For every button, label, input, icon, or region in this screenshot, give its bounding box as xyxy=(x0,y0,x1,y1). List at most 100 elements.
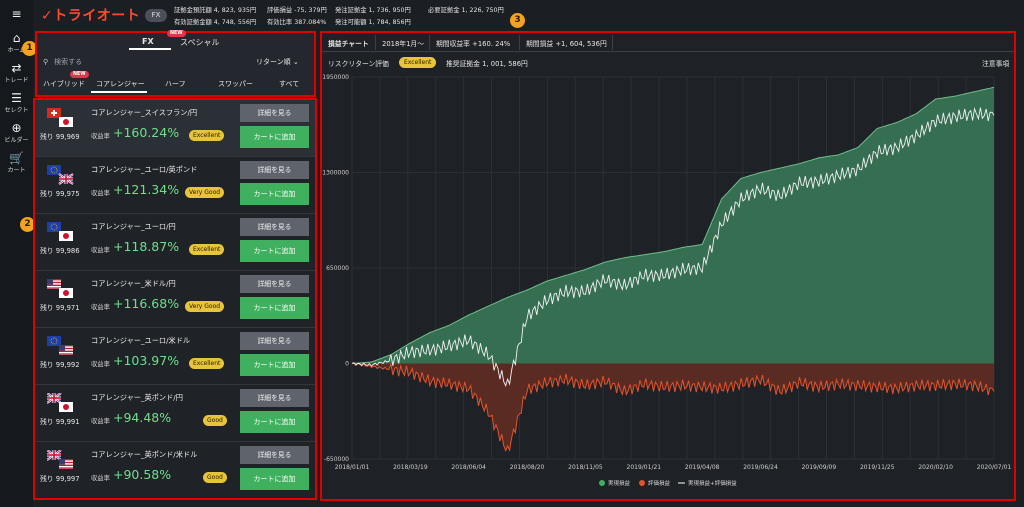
currency-pair-flag-icon xyxy=(47,450,73,469)
risk-row: リスクリターン評価 Excellent 推奨証拠金 1, 001, 586円 注… xyxy=(322,54,1014,71)
stat-effective-margin: 有効証拠金額 4, 748, 556円 xyxy=(174,19,257,26)
nav-trade-label: トレード xyxy=(4,77,29,84)
grade-badge: Good xyxy=(203,472,227,483)
return-label: 収益率 xyxy=(91,475,110,482)
add-to-cart-button[interactable]: カートに追加 xyxy=(240,183,309,205)
tab-special[interactable]: スペシャル xyxy=(180,38,220,47)
detail-button[interactable]: 詳細を見る xyxy=(240,389,309,407)
notes-link[interactable]: 注意事項 xyxy=(982,60,1010,68)
builder-icon: ⊕ xyxy=(11,121,22,135)
stat-deposit: 証拠金預託額 4, 823, 935円 xyxy=(174,7,257,14)
nav-menu[interactable]: ≡ xyxy=(0,8,33,21)
nav-select[interactable]: ☰ セレクト xyxy=(0,91,33,115)
nav-builder[interactable]: ⊕ ビルダー xyxy=(0,121,33,145)
trade-icon: ⇄ xyxy=(11,61,22,75)
recommended-margin: 推奨証拠金 1, 001, 586円 xyxy=(446,60,528,68)
logo[interactable]: ✓トライオート xyxy=(41,5,140,25)
filter-panel: FX NEW スペシャル ⚲ 検索する リターン順 ⌄ NEW ハイブリッド コア… xyxy=(35,30,316,97)
strategy-row[interactable]: 残り 99,975 コアレンジャー_ユーロ/英ポンド 収益率 +121.34% Very… xyxy=(35,157,315,214)
x-tick-label: 2018/11/05 xyxy=(568,464,603,471)
detail-button[interactable]: 詳細を見る xyxy=(240,332,309,350)
detail-button[interactable]: 詳細を見る xyxy=(240,161,309,179)
nav-cart[interactable]: 🛒 カート xyxy=(0,151,33,175)
nav-cart-label: カート xyxy=(7,167,26,174)
add-to-cart-button[interactable]: カートに追加 xyxy=(240,126,309,148)
add-to-cart-button[interactable]: カートに追加 xyxy=(240,240,309,262)
return-value: +116.68% xyxy=(113,296,180,311)
tab-fx[interactable]: FX xyxy=(142,37,154,46)
category-underline xyxy=(91,91,147,93)
tab-period[interactable]: 2018年1月〜 xyxy=(382,40,425,48)
return-value: +94.48% xyxy=(113,410,172,425)
cart-icon: 🛒 xyxy=(9,151,24,165)
strategy-name[interactable]: コアレンジャー_ユーロ/円 xyxy=(91,222,176,231)
strategy-row[interactable]: 残り 99,992 コアレンジャー_ユーロ/米ドル 収益率 +103.97% Excel… xyxy=(35,328,315,385)
add-to-cart-button[interactable]: カートに追加 xyxy=(240,297,309,319)
search-icon: ⚲ xyxy=(43,58,49,66)
category-hybrid[interactable]: ハイブリッド xyxy=(43,80,85,88)
pl-chart: -650000 0 650000 1300000 1950000 2018/01/01 20… xyxy=(322,74,1012,487)
strategy-row[interactable]: 残り 99,971 コアレンジャー_米ドル/円 収益率 +116.68% Very Go… xyxy=(35,271,315,328)
grade-badge: Very Good xyxy=(185,187,225,198)
realized-series-area xyxy=(352,87,994,364)
strategy-name[interactable]: コアレンジャー_英ポンド/円 xyxy=(91,393,183,402)
currency-pair-flag-icon xyxy=(47,336,73,355)
tab-pl-chart[interactable]: 損益チャート xyxy=(328,40,369,48)
nav-home[interactable]: ⌂ ホーム xyxy=(0,32,33,55)
top-bar: ✓トライオート FX 証拠金預託額 4, 823, 935円 評価損益 -75,… xyxy=(33,0,1024,30)
sort-dropdown[interactable]: リターン順 ⌄ xyxy=(256,57,299,67)
detail-button[interactable]: 詳細を見る xyxy=(240,104,309,122)
category-all[interactable]: すべて xyxy=(279,80,300,88)
select-icon: ☰ xyxy=(11,91,22,105)
strategy-row[interactable]: 残り 99,997 コアレンジャー_英ポンド/米ドル 収益率 +90.58% Good 詳… xyxy=(35,442,315,498)
category-half[interactable]: ハーフ xyxy=(165,80,186,88)
grade-badge: Excellent xyxy=(189,130,225,141)
grade-badge: Very Good xyxy=(185,301,225,312)
remaining-count: 残り 99,986 xyxy=(40,247,80,255)
strategy-name[interactable]: コアレンジャー_ユーロ/米ドル xyxy=(91,336,191,345)
strategy-row[interactable]: 残り 99,986 コアレンジャー_ユーロ/円 収益率 +118.87% Excelle… xyxy=(35,214,315,271)
nav-trade[interactable]: ⇄ トレード xyxy=(0,61,33,85)
detail-panel: 損益チャート 2018年1月〜 期間収益率 +160. 24% 期間損益 +1,… xyxy=(320,31,1016,501)
add-to-cart-button[interactable]: カートに追加 xyxy=(240,468,309,490)
remaining-count: 残り 99,997 xyxy=(40,475,80,483)
legend-swatch xyxy=(599,480,605,486)
x-tick-label: 2019/04/08 xyxy=(685,464,720,471)
nav-builder-label: ビルダー xyxy=(4,137,29,144)
fx-mode-pill[interactable]: FX xyxy=(145,9,167,22)
return-label: 収益率 xyxy=(91,247,110,254)
detail-button[interactable]: 詳細を見る xyxy=(240,275,309,293)
strategy-row[interactable]: 残り 99,991 コアレンジャー_英ポンド/円 収益率 +94.48% Good 詳細を… xyxy=(35,385,315,442)
currency-pair-flag-icon xyxy=(47,165,74,185)
detail-button[interactable]: 詳細を見る xyxy=(240,218,309,236)
remaining-count: 残り 99,992 xyxy=(40,361,80,369)
legend-swatch xyxy=(639,480,645,486)
return-label: 収益率 xyxy=(91,133,110,140)
menu-icon: ≡ xyxy=(11,7,22,21)
period-return: 期間収益率 +160. 24% xyxy=(436,40,511,48)
strategy-name[interactable]: コアレンジャー_ユーロ/英ポンド xyxy=(91,165,198,174)
category-swapper[interactable]: スワッパー xyxy=(218,80,253,88)
remaining-count: 残り 99,991 xyxy=(40,418,80,426)
strategy-name[interactable]: コアレンジャー_米ドル/円 xyxy=(91,279,176,288)
x-tick-label: 2019/06/24 xyxy=(743,464,778,471)
search-field[interactable]: ⚲ 検索する xyxy=(43,57,82,67)
x-tick-label: 2020/07/01 xyxy=(977,464,1012,471)
left-nav: ≡ ⌂ ホーム ⇄ トレード ☰ セレクト ⊕ ビルダー 🛒 カート xyxy=(0,0,33,507)
nav-home-label: ホーム xyxy=(7,47,26,54)
add-to-cart-button[interactable]: カートに追加 xyxy=(240,411,309,433)
new-badge-hybrid: NEW xyxy=(70,71,89,78)
return-value: +103.97% xyxy=(113,353,180,368)
strategy-name[interactable]: コアレンジャー_英ポンド/米ドル xyxy=(91,450,198,459)
strategy-name[interactable]: コアレンジャー_スイスフラン/円 xyxy=(91,108,198,117)
category-core-ranger[interactable]: コアレンジャー xyxy=(96,80,145,88)
logo-check-icon: ✓ xyxy=(41,8,54,24)
tab-divider xyxy=(375,35,376,50)
detail-button[interactable]: 詳細を見る xyxy=(240,446,309,464)
stat-required-margin: 必要証拠金 1, 226, 750円 xyxy=(428,7,504,14)
stat-order-margin: 発注証拠金 1, 736, 950円 xyxy=(335,7,411,14)
y-tick-label: 0 xyxy=(345,361,349,368)
strategy-row[interactable]: 残り 99,969 コアレンジャー_スイスフラン/円 収益率 +160.24% Exce… xyxy=(35,100,315,157)
add-to-cart-button[interactable]: カートに追加 xyxy=(240,354,309,376)
